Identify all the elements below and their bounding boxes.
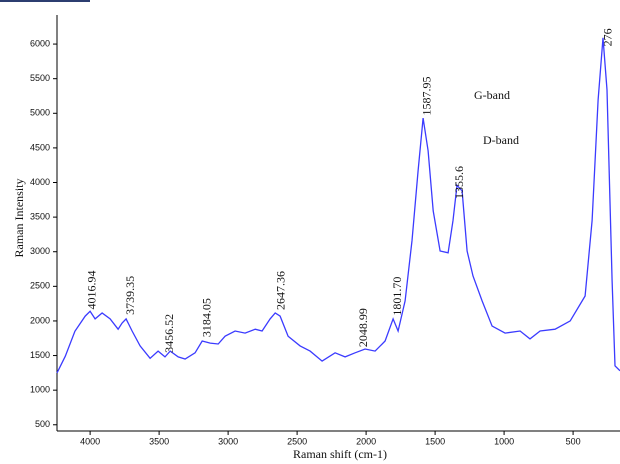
x-tick-label: 3000: [218, 436, 238, 446]
peak-label: 2048.99: [356, 308, 370, 347]
y-tick-label: 5500: [30, 73, 50, 83]
x-tick-label: 500: [566, 436, 581, 446]
y-tick-label: 1000: [30, 385, 50, 395]
spectrum-line: [56, 37, 620, 374]
peak-label: 1355.6: [452, 166, 466, 199]
band-label: G-band: [474, 88, 510, 102]
y-tick-label: 5000: [30, 108, 50, 118]
peak-label: 3184.05: [199, 298, 213, 337]
y-tick-label: 4500: [30, 142, 50, 152]
x-tick-label: 2000: [356, 436, 376, 446]
y-tick-label: 4000: [30, 177, 50, 187]
x-tick-label: 2500: [287, 436, 307, 446]
peak-label: 1587.95: [420, 77, 434, 116]
peak-label: 276: [601, 28, 615, 46]
band-label: D-band: [483, 133, 519, 147]
peak-label: 1801.70: [390, 277, 404, 316]
y-tick-label: 3500: [30, 211, 50, 221]
peak-label: 4016.94: [85, 271, 99, 310]
y-tick-label: 2500: [30, 281, 50, 291]
y-tick-label: 6000: [30, 38, 50, 48]
peak-label: 2647.36: [274, 271, 288, 310]
y-tick-label: 3000: [30, 246, 50, 256]
peak-label: 3739.35: [123, 276, 137, 315]
y-tick-label: 2000: [30, 315, 50, 325]
x-tick-label: 1500: [425, 436, 445, 446]
peak-label: 3456.52: [162, 314, 176, 353]
y-tick-label: 500: [35, 419, 50, 429]
y-tick-label: 1500: [30, 350, 50, 360]
x-tick-label: 1000: [494, 436, 514, 446]
x-tick-label: 4000: [80, 436, 100, 446]
x-axis-label: Raman shift (cm-1): [293, 447, 387, 461]
y-axis-label: Raman Intensity: [12, 179, 26, 258]
x-tick-label: 3500: [149, 436, 169, 446]
